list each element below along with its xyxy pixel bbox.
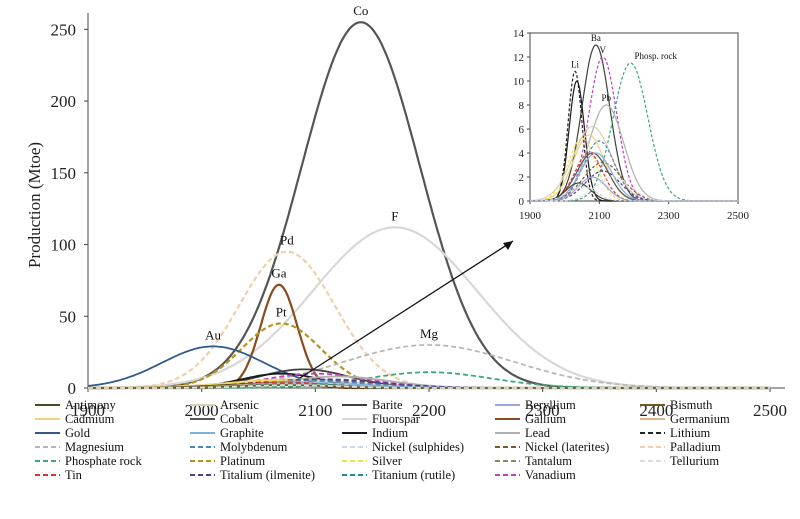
- legend-entry-label: Lithium: [670, 426, 711, 440]
- legend-entry-label: Gallium: [525, 412, 566, 426]
- inset-y-tick-label: 8: [519, 100, 525, 112]
- inset-y-tick-label: 12: [513, 52, 524, 64]
- series-line-palladium: [88, 250, 770, 390]
- legend-entry-label: Bismuth: [670, 398, 713, 412]
- legend-entry-label: Nickel (laterites): [525, 440, 609, 454]
- series-peak-label: Co: [353, 3, 368, 18]
- y-tick-label: 150: [51, 164, 77, 183]
- legend-entry-label: Tellurium: [670, 454, 719, 468]
- y-tick-label: 50: [59, 307, 76, 326]
- inset-y-tick-label: 14: [513, 28, 525, 40]
- legend-entry-label: Antimony: [65, 398, 116, 412]
- inset-x-tick-label: 1900: [519, 210, 542, 222]
- inset-series-peak-label: Phosp. rock: [635, 51, 678, 61]
- series-peak-label: F: [391, 208, 398, 223]
- legend-entry-label: Titalium (ilmenite): [220, 468, 315, 482]
- inset-x-tick-label: 2500: [727, 210, 750, 222]
- y-tick-label: 250: [51, 20, 77, 39]
- inset-series-peak-label: Ba: [591, 33, 601, 43]
- inset-y-tick-label: 6: [519, 124, 525, 136]
- legend-entry-label: Nickel (sulphides): [372, 440, 464, 454]
- legend-entry-label: Graphite: [220, 426, 264, 440]
- y-axis-label: Production (Mtoe): [25, 142, 44, 268]
- series-peak-label: Pd: [280, 233, 294, 248]
- inset-series-peak-label: V: [600, 45, 607, 55]
- y-tick-label: 100: [51, 236, 77, 255]
- legend-entry-label: Titanium (rutile): [372, 468, 455, 482]
- inset-y-tick-label: 4: [519, 148, 525, 160]
- inset-y-tick-label: 10: [513, 76, 525, 88]
- legend-entry-label: Fluorspar: [372, 412, 421, 426]
- series-line-fluorspar: [87, 226, 770, 390]
- legend-entry-label: Lead: [525, 426, 551, 440]
- legend: Antimony Arsenic Barite Beryllium Bismuth Cad…: [35, 398, 730, 482]
- x-tick-label: 2300: [526, 401, 560, 420]
- x-tick-label: 2200: [412, 401, 446, 420]
- legend-entry-label: Magnesium: [65, 440, 124, 454]
- inset-pointer-arrow: [299, 240, 514, 379]
- legend-entry-label: Indium: [372, 426, 408, 440]
- inset-series-line-nickel-sulphides-: [530, 186, 738, 202]
- main-labels: Co F Pd Ga Pt Mg Au: [205, 3, 438, 342]
- legend-entry-label: Molybdenum: [220, 440, 288, 454]
- x-tick-label: 2400: [639, 401, 673, 420]
- legend-entry-label: Arsenic: [220, 398, 259, 412]
- y-tick-label: 200: [51, 92, 77, 111]
- y-tick-label: 0: [68, 379, 77, 398]
- x-tick-label: 2000: [185, 401, 219, 420]
- legend-entry-label: Tantalum: [525, 454, 572, 468]
- legend-entry-label: Cadmium: [65, 412, 115, 426]
- series-peak-label: Au: [205, 327, 221, 342]
- legend-entry-label: Tin: [65, 468, 83, 482]
- inset-x-tick-label: 2300: [658, 210, 681, 222]
- legend-entry-label: Phosphate rock: [65, 454, 142, 468]
- inset-y-tick-label: 0: [519, 196, 525, 208]
- inset-x-tick-label: 2100: [588, 210, 611, 222]
- main-ticks: 1900 2000 2100 2200 2300 2400 2500050100150200…: [51, 20, 788, 420]
- x-tick-label: 2500: [753, 401, 787, 420]
- legend-entry-label: Barite: [372, 398, 403, 412]
- inset-y-tick-label: 2: [519, 172, 525, 184]
- legend-entry-label: Beryllium: [525, 398, 576, 412]
- inset-series-line-tellurium: [530, 176, 738, 202]
- series-peak-label: Ga: [271, 266, 286, 281]
- legend-entry-label: Palladium: [670, 440, 721, 454]
- legend-entry-label: Silver: [372, 454, 403, 468]
- inset-chart: 1900 2100 2300 2500 0 2 4 6 8 10 12 14 Ba Li V Phosp. r…: [513, 28, 750, 222]
- inset-series-peak-label: Pb: [602, 93, 612, 103]
- series-peak-label: Pt: [276, 304, 287, 319]
- legend-entry-label: Vanadium: [525, 468, 576, 482]
- legend-entry-label: Gold: [65, 426, 91, 440]
- x-tick-label: 1900: [71, 401, 105, 420]
- legend-entry-label: Germanium: [670, 412, 730, 426]
- main-series: [87, 21, 770, 390]
- series-peak-label: Mg: [420, 326, 439, 341]
- inset-pointer-arrowhead: [503, 241, 513, 250]
- legend-entry-label: Cobalt: [220, 412, 254, 426]
- series-line-tellurium: [88, 384, 770, 389]
- legend-entry-label: Platinum: [220, 454, 265, 468]
- x-tick-label: 2100: [298, 401, 332, 420]
- inset-series-peak-label: Li: [571, 59, 579, 69]
